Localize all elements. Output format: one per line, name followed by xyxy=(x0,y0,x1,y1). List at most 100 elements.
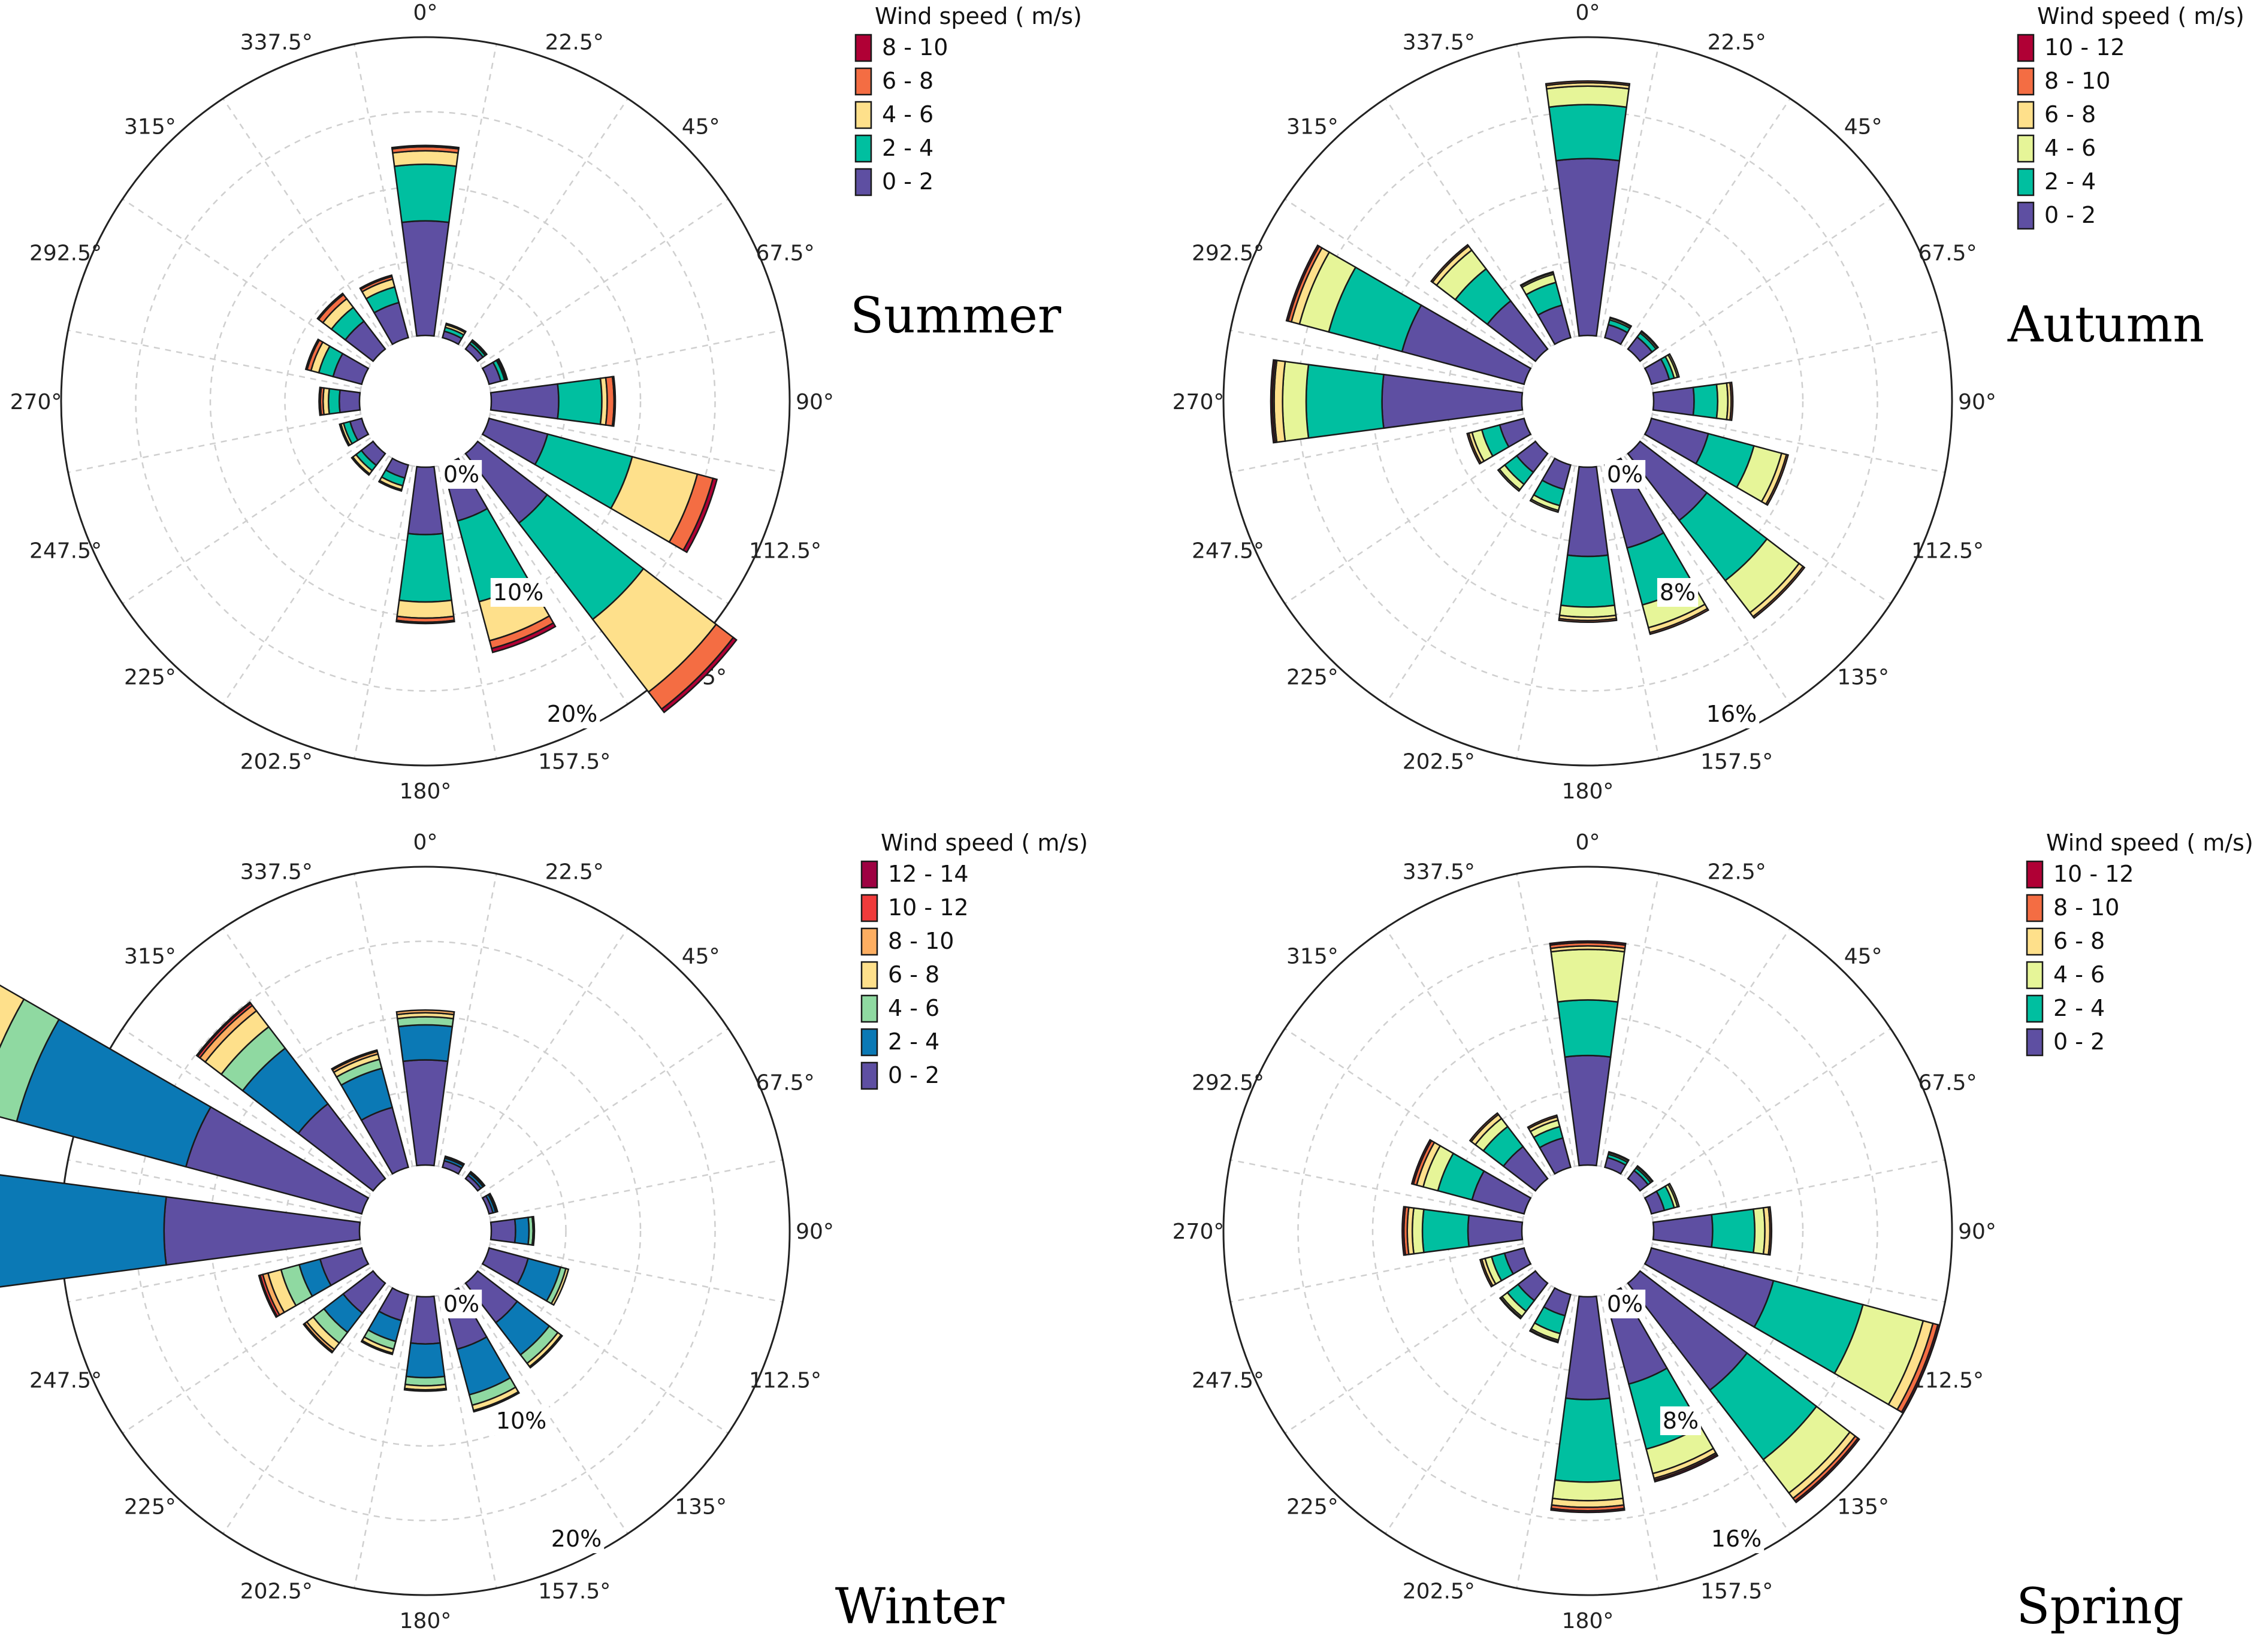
grid-spoke xyxy=(490,413,783,473)
legend-title: Wind speed ( m/s) xyxy=(2037,3,2244,29)
direction-label: 225° xyxy=(124,665,176,690)
bar-segment-292_5-3 xyxy=(0,984,25,1049)
ring-label-bg xyxy=(440,460,482,489)
grid-spoke xyxy=(1600,873,1660,1167)
grid-spoke xyxy=(1652,413,1945,473)
bar-segment-180-2 xyxy=(1551,1479,1624,1502)
ring-label: 10% xyxy=(496,1408,546,1434)
grid-spoke xyxy=(1385,98,1552,347)
ring-labels: 0% 8% 16% xyxy=(1604,460,1760,728)
bar-segment-270-5 xyxy=(1270,359,1276,444)
legend-swatch xyxy=(2017,34,2035,62)
bar-segment-90-0 xyxy=(490,1218,516,1244)
direction-label: 180° xyxy=(1562,779,1614,804)
legend-swatch xyxy=(2017,101,2035,129)
bar-segment-157_5-4 xyxy=(1648,607,1710,636)
bar-segment-292_5-5 xyxy=(1410,1139,1433,1185)
ring-label: 8% xyxy=(1660,579,1696,606)
direction-label: 45° xyxy=(682,114,720,139)
bar-segment-45-3 xyxy=(469,1170,486,1187)
legend: Wind speed ( m/s) 12 - 14 10 - 12 8 - 10 6 -… xyxy=(860,830,1088,1090)
bar-segment-247_5-4 xyxy=(1466,432,1482,465)
direction-label: 90° xyxy=(796,1220,834,1244)
bar-segment-90-4 xyxy=(1767,1206,1773,1256)
grid-spoke xyxy=(1385,927,1552,1177)
grid-spoke xyxy=(1230,1243,1524,1303)
direction-label: 112.5° xyxy=(1911,539,1984,564)
direction-label: 157.5° xyxy=(538,1580,611,1604)
bar-segment-180-2 xyxy=(1558,604,1617,618)
bar-segment-180-1 xyxy=(398,532,453,603)
legend-label: 12 - 14 xyxy=(888,861,969,887)
direction-label: 0° xyxy=(1576,830,1600,855)
grid-spoke xyxy=(68,329,361,389)
bar-segment-0-0 xyxy=(401,220,450,337)
direction-label: 45° xyxy=(1844,944,1883,969)
direction-label: 247.5° xyxy=(1192,1369,1264,1393)
bar-segment-90-1 xyxy=(1711,1208,1756,1254)
legend-label: 8 - 10 xyxy=(2044,68,2110,94)
direction-label: 90° xyxy=(1958,1220,1996,1244)
bar-segment-135-4 xyxy=(1752,565,1806,619)
sector-bars xyxy=(304,144,738,713)
direction-label: 157.5° xyxy=(538,750,611,774)
grid-spoke xyxy=(1652,1159,1945,1219)
bar-segment-180-0 xyxy=(407,465,444,535)
bar-segment-0-5 xyxy=(1549,940,1627,946)
outer-boundary xyxy=(1222,866,1953,1596)
ring-label-bg xyxy=(544,700,600,728)
grid-spoke xyxy=(1642,1267,1892,1434)
grid-spoke xyxy=(1284,198,1534,365)
direction-label: 22.5° xyxy=(545,860,604,885)
grid-spoke xyxy=(353,44,413,337)
grid-spoke xyxy=(1230,413,1524,473)
direction-label: 247.5° xyxy=(29,539,102,564)
direction-label: 135° xyxy=(1837,665,1889,690)
grid-spoke xyxy=(222,455,389,705)
bar-segment-315-4 xyxy=(316,292,345,320)
bar-segment-0-0 xyxy=(1555,158,1621,337)
legend-swatch xyxy=(860,1028,878,1057)
ring-label-bg xyxy=(548,1524,605,1553)
direction-label: 337.5° xyxy=(1403,31,1475,55)
bar-segment-67_5-3 xyxy=(1667,1182,1680,1208)
grid-spoke xyxy=(1652,1243,1945,1303)
ring-label-bg xyxy=(1708,1524,1764,1553)
direction-label: 270° xyxy=(1173,1220,1225,1244)
legend-label: 2 - 4 xyxy=(882,135,933,161)
grid-spoke xyxy=(122,1267,371,1434)
bar-segment-157_5-4 xyxy=(472,1391,521,1413)
direction-labels: 0°22.5°45°67.5°90°112.5°135°157.5°180°20… xyxy=(1173,1,1996,804)
ring-label-bg xyxy=(490,578,546,607)
direction-label: 180° xyxy=(400,779,452,804)
legend-swatch xyxy=(860,894,878,922)
legend-label: 8 - 10 xyxy=(2053,894,2119,921)
grid-spoke xyxy=(461,927,629,1177)
grid-spoke xyxy=(1516,44,1576,337)
bar-segment-22_5-3 xyxy=(1608,1151,1630,1162)
grid-ring xyxy=(1297,940,1878,1521)
bar-segment-90-1 xyxy=(1692,383,1719,419)
direction-label: 225° xyxy=(124,1495,176,1520)
ring-label: 0% xyxy=(443,1291,479,1317)
legend-label: 10 - 12 xyxy=(2044,34,2125,60)
grid-spoke xyxy=(1385,455,1552,705)
bar-segment-225-5 xyxy=(302,1322,334,1354)
bar-segment-157_5-4 xyxy=(491,622,557,653)
bar-segment-270-0 xyxy=(339,389,361,414)
grid-spoke xyxy=(479,198,729,365)
grid-spoke xyxy=(479,437,729,604)
sector-bars xyxy=(0,984,570,1413)
bar-segment-270-0 xyxy=(163,1196,361,1266)
bar-segment-202_5-3 xyxy=(1529,498,1560,513)
legend-label: 6 - 8 xyxy=(2053,928,2105,954)
legend-label: 2 - 4 xyxy=(888,1028,939,1055)
legend-label: 6 - 8 xyxy=(888,961,939,988)
bar-segment-270-1 xyxy=(327,388,341,415)
legend: Wind speed ( m/s) 10 - 12 8 - 10 6 - 8 4 - 6… xyxy=(2026,830,2253,1057)
legend-swatch xyxy=(860,927,878,956)
grid-spoke xyxy=(490,1159,783,1219)
legend-swatch xyxy=(2017,134,2035,163)
direction-labels: 0°22.5°45°67.5°90°112.5°135°157.5°180°20… xyxy=(10,1,834,804)
